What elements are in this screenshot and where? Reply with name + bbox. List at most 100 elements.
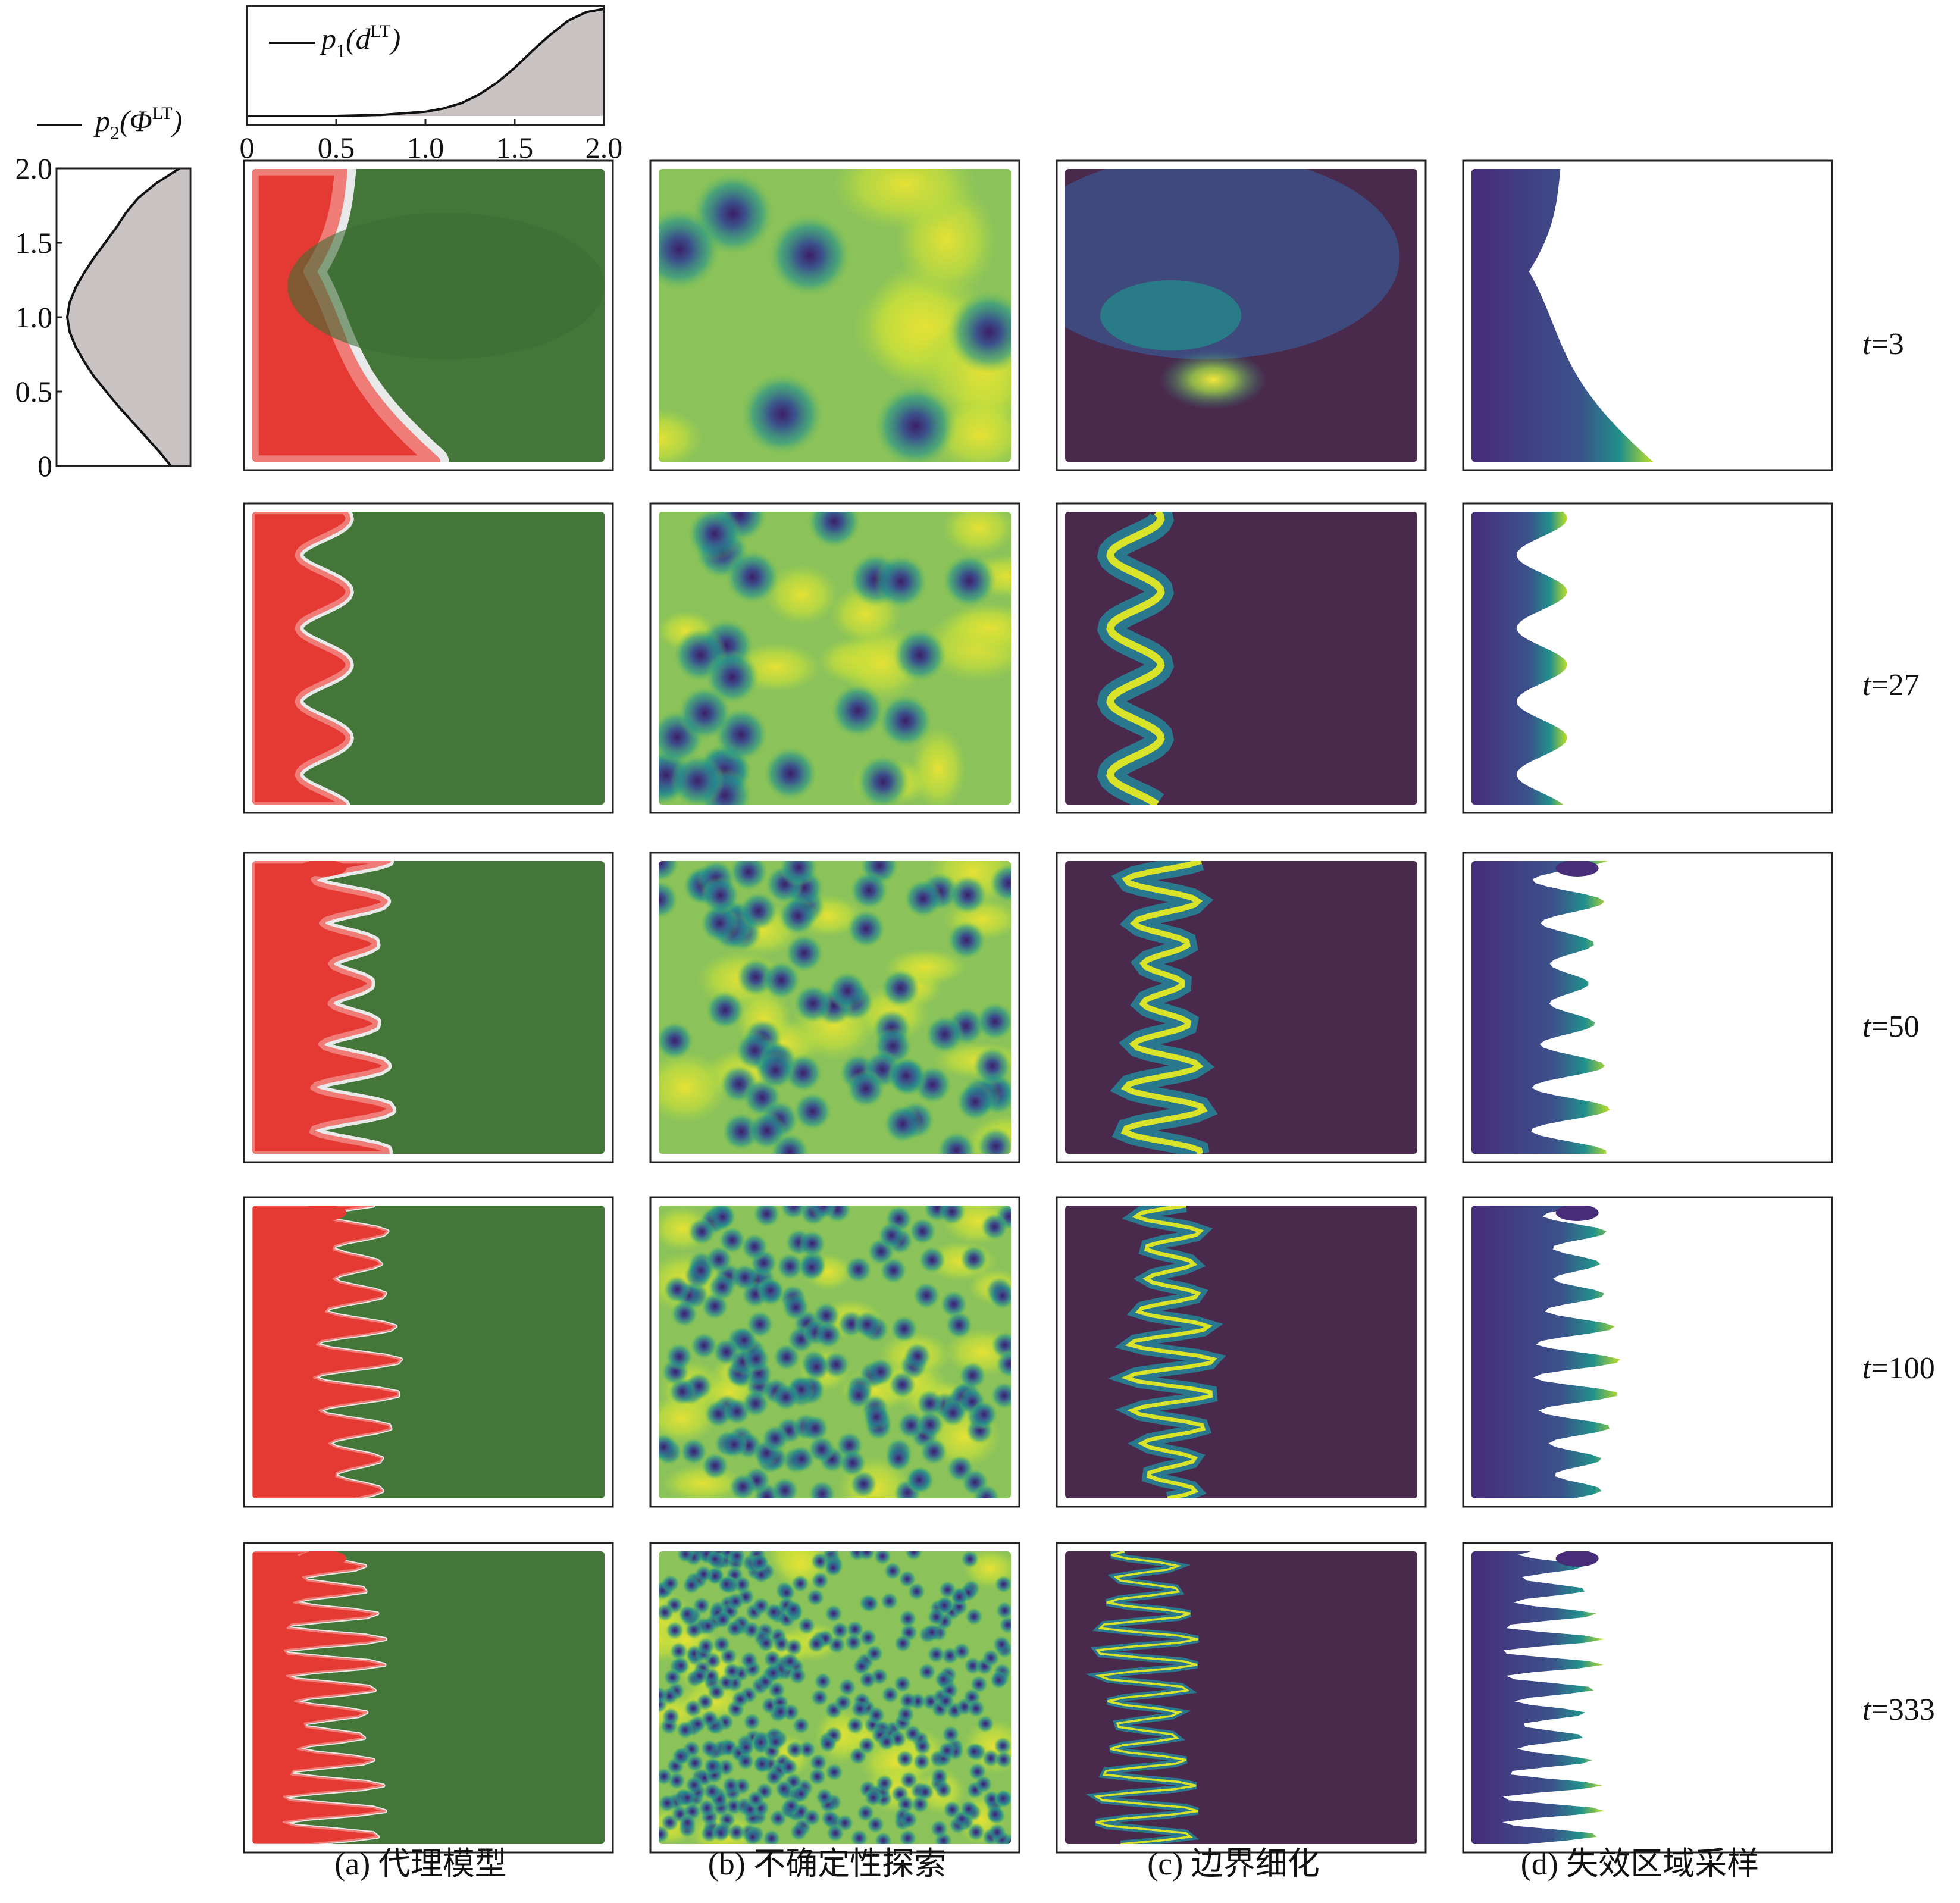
sample-point <box>684 1699 703 1718</box>
panel-plot-area <box>1471 1551 1824 1844</box>
unsampled-region <box>1471 1551 1824 1844</box>
failure-sampling-region <box>1471 512 1567 805</box>
row-labels: t=3 t=27 t=50 t=100 t=333 <box>1862 327 1935 1727</box>
sample-point <box>741 1233 769 1261</box>
sample-point <box>989 1282 1011 1310</box>
left-y-tick-label: 2.0 <box>15 152 53 185</box>
sample-point <box>807 512 862 549</box>
panel-r4-c3 <box>1056 1196 1427 1508</box>
refinement-background <box>1065 861 1417 1154</box>
sample-point <box>845 1381 873 1409</box>
sample-point <box>777 1583 796 1602</box>
sample-point <box>925 1015 964 1054</box>
failure-islet <box>299 1551 347 1567</box>
sample-point <box>798 1254 826 1281</box>
column-caption-c: (c) 边界细化 <box>1147 1846 1319 1882</box>
sample-point <box>885 1444 912 1472</box>
sample-point <box>890 1315 918 1343</box>
sample-point <box>846 1716 865 1735</box>
sample-point <box>798 1229 826 1257</box>
sample-point <box>947 290 1011 374</box>
sample-point <box>807 1635 826 1653</box>
sample-point <box>740 372 824 456</box>
sample-point <box>663 1276 691 1303</box>
panel-r3-c4 <box>1462 852 1833 1163</box>
sample-point <box>899 1810 918 1829</box>
panel-r1-c2 <box>649 159 1020 471</box>
sample-point <box>672 1656 690 1675</box>
sample-point <box>743 1713 761 1731</box>
panel-plot-area <box>252 1551 605 1844</box>
sample-point <box>741 1389 769 1417</box>
sample-point <box>859 1670 877 1689</box>
sample-point <box>729 1473 757 1498</box>
sample-point <box>856 755 910 805</box>
sample-point <box>904 1342 931 1370</box>
sample-point <box>766 1732 785 1751</box>
sample-point <box>850 871 889 910</box>
sample-point <box>991 1331 1011 1359</box>
sample-point <box>898 1609 917 1628</box>
panel-plot-area <box>659 861 1011 1154</box>
sample-point <box>781 1652 800 1671</box>
sample-point <box>729 861 768 891</box>
sample-point <box>934 1670 953 1689</box>
sample-point <box>884 1561 902 1580</box>
sample-point <box>771 1476 799 1498</box>
sample-point <box>731 1690 750 1708</box>
panel-r4-c2 <box>649 1196 1020 1508</box>
sample-point <box>972 1484 1000 1498</box>
top-x-tick-label: 2.0 <box>586 131 623 164</box>
panel-plot-area <box>1065 1551 1417 1844</box>
sample-point <box>947 921 986 960</box>
top-marginal-density-line <box>247 8 605 117</box>
panel-plot-area <box>659 169 1011 462</box>
sample-point <box>981 1213 1009 1241</box>
sample-point <box>756 1276 784 1304</box>
column-caption-a: (a) 代理模型 <box>334 1846 506 1882</box>
sample-point <box>659 1686 668 1705</box>
sample-point <box>912 1752 931 1771</box>
sample-point <box>846 1069 885 1108</box>
sample-point <box>815 1788 834 1806</box>
sample-point <box>665 1621 684 1640</box>
sample-point <box>764 1664 782 1682</box>
sample-point <box>793 1092 832 1131</box>
sample-point <box>990 1382 1011 1410</box>
surrogate-core <box>287 212 605 359</box>
panel-plot-area <box>252 861 605 1154</box>
sample-point <box>874 1831 893 1844</box>
row-label-2: t=27 <box>1862 668 1920 702</box>
sample-point <box>992 1635 1011 1654</box>
sample-point <box>824 1558 843 1577</box>
panel-plot-area <box>1065 512 1417 805</box>
sample-point <box>956 1082 995 1121</box>
sample-point <box>727 1823 746 1842</box>
sample-point <box>873 554 928 609</box>
sample-point <box>661 1574 680 1593</box>
panel-r2-c1 <box>243 502 614 814</box>
sample-point <box>678 1813 697 1832</box>
sample-point <box>791 1785 810 1803</box>
left-marginal-area <box>65 167 189 467</box>
sample-point <box>725 550 780 605</box>
sample-point <box>898 1829 918 1844</box>
sample-point <box>712 1635 731 1654</box>
sample-point <box>850 1699 869 1719</box>
high-uncertainty-blob <box>659 1394 718 1443</box>
sample-point <box>731 1263 759 1291</box>
sample-point <box>659 207 721 291</box>
sample-point <box>680 1438 707 1466</box>
sample-point <box>806 1588 825 1607</box>
sample-point <box>728 1551 746 1566</box>
sample-point <box>865 1644 884 1663</box>
sample-point <box>784 1638 803 1657</box>
sample-point <box>831 683 885 738</box>
panel-r3-c2 <box>649 852 1020 1163</box>
sample-point <box>976 1002 1011 1041</box>
sample-point <box>940 1290 968 1318</box>
panel-plot-area <box>659 512 1011 805</box>
sample-point <box>904 879 943 918</box>
sample-point <box>942 553 997 608</box>
sample-point <box>967 1699 985 1718</box>
